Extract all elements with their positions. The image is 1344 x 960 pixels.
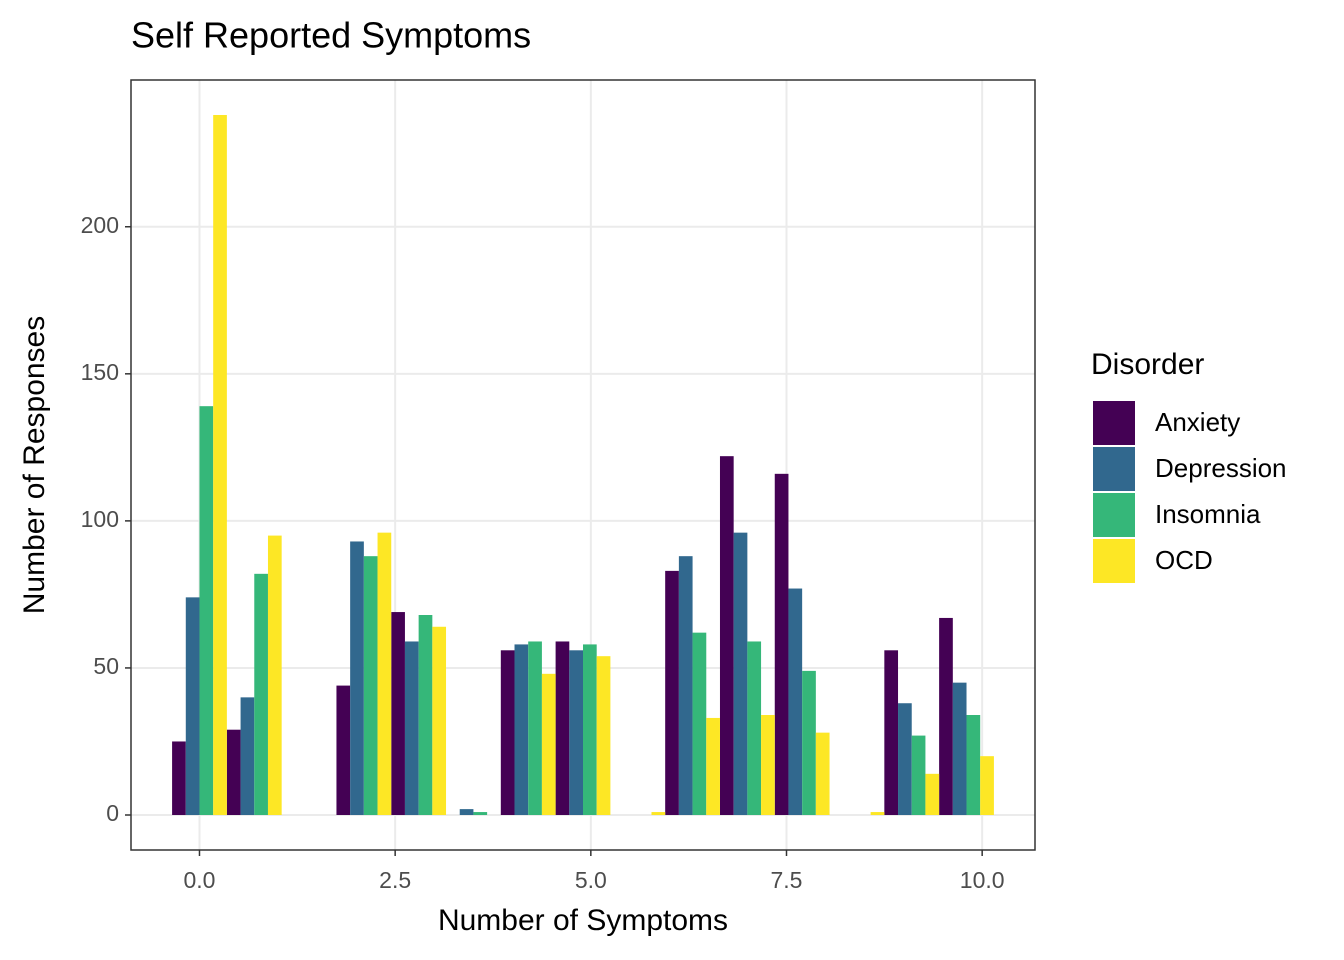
bar — [213, 115, 227, 815]
bar — [267, 535, 282, 815]
bar — [952, 682, 967, 815]
bar — [761, 715, 775, 815]
bar — [555, 641, 570, 815]
bar — [418, 615, 433, 815]
bar — [692, 632, 707, 815]
bar — [788, 588, 803, 815]
legend-title: Disorder — [1091, 348, 1204, 381]
bar — [254, 573, 268, 815]
legend-label: OCD — [1155, 545, 1213, 575]
bar — [911, 735, 926, 815]
bar — [925, 773, 940, 815]
bar — [240, 697, 255, 815]
bar — [432, 626, 447, 815]
bar — [185, 597, 200, 815]
bar — [898, 703, 912, 815]
bar — [391, 612, 405, 815]
x-tick-label: 10.0 — [960, 867, 1005, 893]
bar — [500, 650, 515, 815]
bar — [226, 729, 241, 815]
bar — [583, 644, 597, 815]
bar — [514, 644, 529, 815]
bar — [377, 532, 392, 815]
bar — [596, 656, 611, 815]
y-tick-label: 200 — [81, 212, 119, 238]
bar — [706, 717, 720, 815]
bar — [939, 617, 953, 815]
y-tick-label: 50 — [93, 653, 119, 679]
plot-border — [130, 79, 1036, 851]
legend-label: Depression — [1155, 453, 1287, 483]
bar — [199, 406, 214, 815]
bar — [774, 473, 789, 815]
y-tick-label: 150 — [81, 359, 119, 385]
bar — [541, 673, 556, 815]
bar — [336, 685, 351, 815]
bar — [473, 812, 488, 815]
bar — [733, 532, 748, 815]
legend-key — [1093, 447, 1135, 491]
bar — [980, 756, 994, 815]
bar — [363, 556, 378, 815]
y-axis-label: Number of Responses — [18, 316, 51, 614]
bar — [651, 812, 666, 815]
x-axis-label: Number of Symptoms — [438, 904, 728, 937]
x-tick-label: 5.0 — [575, 867, 607, 893]
bar — [966, 715, 981, 815]
bar — [172, 741, 186, 815]
bar — [528, 641, 542, 815]
legend-label: Anxiety — [1155, 407, 1240, 437]
bar — [719, 456, 734, 815]
x-tick-label: 2.5 — [379, 867, 411, 893]
legend-label: Insomnia — [1155, 499, 1261, 529]
legend-key — [1093, 539, 1135, 583]
x-tick-label: 0.0 — [183, 867, 215, 893]
bar — [459, 809, 474, 815]
bar — [870, 812, 885, 815]
bar — [350, 541, 364, 815]
bar — [569, 650, 583, 815]
bar — [665, 570, 679, 815]
y-tick-label: 0 — [106, 800, 119, 826]
bar — [802, 670, 816, 815]
legend-key — [1093, 493, 1135, 537]
bar — [884, 650, 899, 815]
bar — [404, 641, 419, 815]
bar — [747, 641, 762, 815]
legend-key — [1093, 401, 1135, 445]
bar — [678, 556, 693, 815]
bar — [815, 732, 830, 815]
y-tick-label: 100 — [81, 506, 119, 532]
chart-title: Self Reported Symptoms — [131, 15, 531, 56]
x-tick-label: 7.5 — [771, 867, 803, 893]
